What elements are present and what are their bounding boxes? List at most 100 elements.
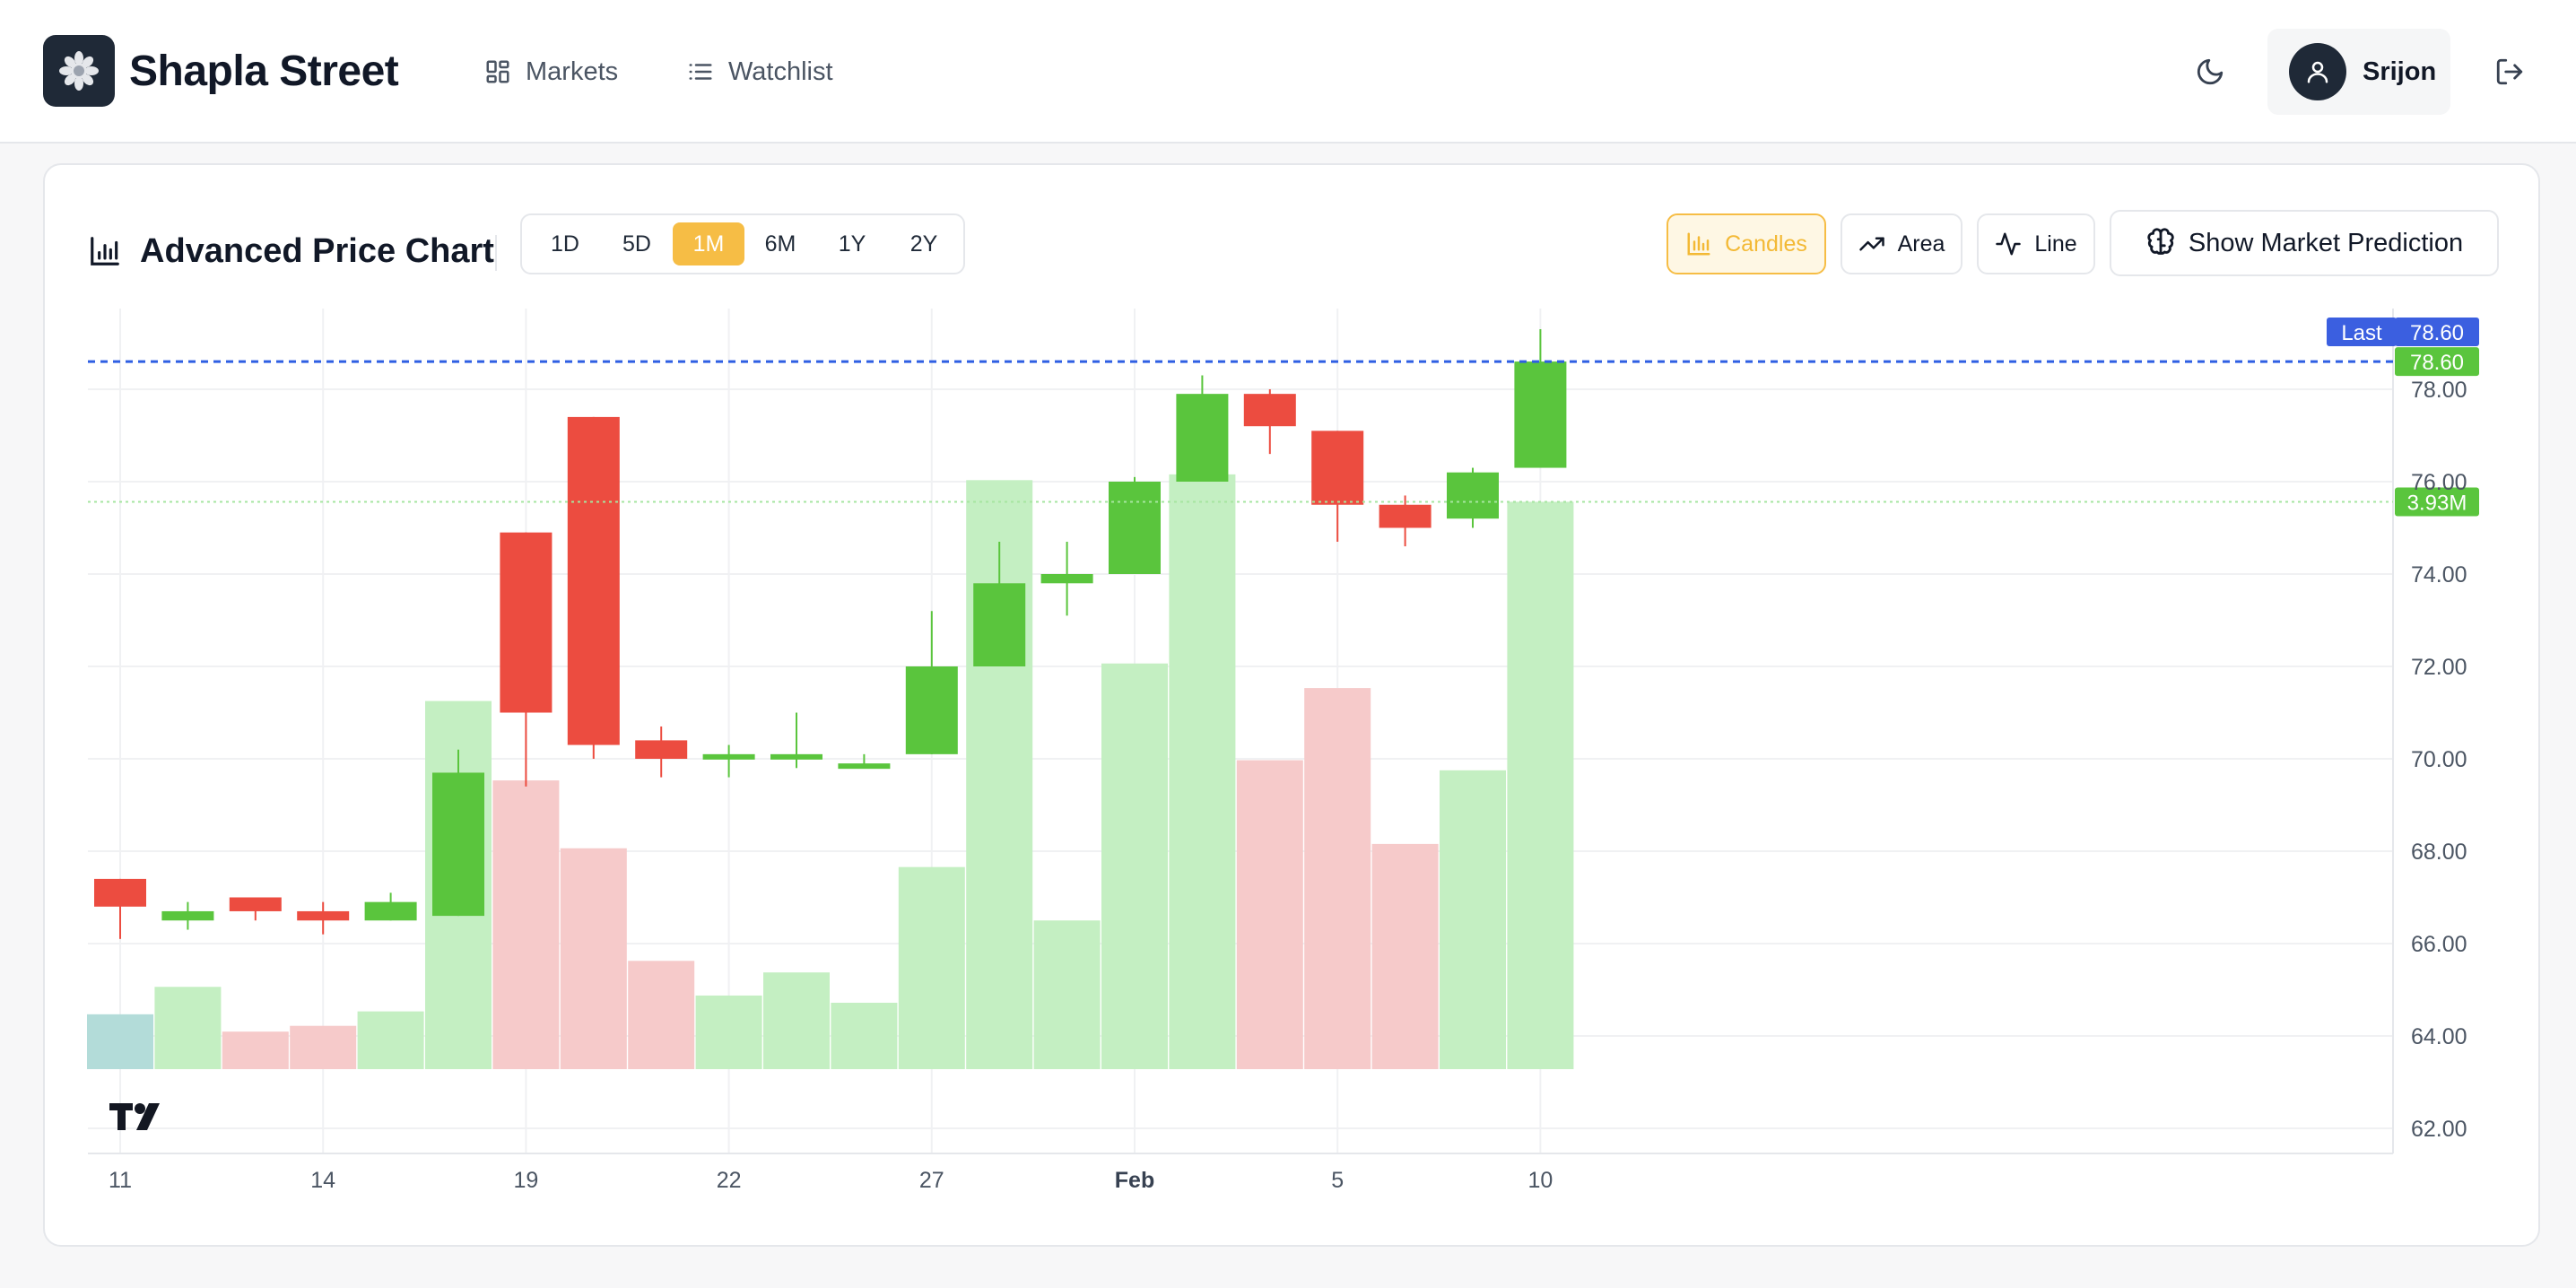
candle-body xyxy=(1514,361,1567,468)
area-label: Area xyxy=(1897,231,1945,257)
candle-body xyxy=(1447,472,1499,519)
brand-name[interactable]: Shapla Street xyxy=(129,48,399,95)
nav-watchlist-label: Watchlist xyxy=(728,57,833,86)
candle-body xyxy=(567,416,620,745)
current-price-badge xyxy=(2395,347,2479,377)
candle-body xyxy=(364,901,417,921)
time-range-selector: 1D 5D 1M 6M 1Y 2Y xyxy=(520,213,965,274)
volume-bar xyxy=(1101,663,1168,1069)
range-2y-button[interactable]: 2Y xyxy=(909,231,938,257)
app-header: Shapla Street Markets Watchlist Srijon xyxy=(0,0,2576,144)
candles-label: Candles xyxy=(1725,231,1807,257)
last-price-badge xyxy=(2395,318,2479,346)
chart-card: Last 78.60 78.60 3.93M 62.00 64.00 66.00 68.00… xyxy=(43,163,2540,1247)
user-name: Srijon xyxy=(2363,57,2437,86)
last-price-badge-text: 78.60 xyxy=(2410,321,2464,345)
range-1d-button[interactable]: 1D xyxy=(551,231,579,257)
range-1m-button[interactable]: 1M xyxy=(673,222,744,265)
brain-icon xyxy=(2147,228,2174,255)
y-tick-label: 62.00 xyxy=(2411,1117,2467,1142)
candle-body xyxy=(770,753,822,760)
candle-body xyxy=(838,763,891,770)
theme-toggle-button[interactable] xyxy=(2189,50,2232,93)
line-button[interactable]: Line xyxy=(1977,213,2095,274)
candles-button[interactable]: Candles xyxy=(1667,213,1826,274)
y-tick-label: 78.00 xyxy=(2411,378,2467,403)
volume-bar xyxy=(628,961,695,1069)
volume-bar xyxy=(1371,843,1439,1069)
candle-body xyxy=(500,532,553,713)
chart-canvas[interactable]: Last 78.60 78.60 3.93M 62.00 64.00 66.00 68.00… xyxy=(45,165,2542,1249)
show-prediction-label: Show Market Prediction xyxy=(2188,228,2464,257)
range-6m-button[interactable]: 6M xyxy=(764,231,796,257)
user-menu-button[interactable]: Srijon xyxy=(2267,29,2450,115)
y-tick-label: 70.00 xyxy=(2411,747,2467,772)
y-tick-label: 64.00 xyxy=(2411,1024,2467,1049)
card-header: Advanced Price Chart xyxy=(88,222,494,280)
price-chart[interactable]: Last 78.60 78.60 3.93M 62.00 64.00 66.00 68.00… xyxy=(45,165,2542,1249)
y-tick-label: 76.00 xyxy=(2411,470,2467,495)
x-tick-label: 27 xyxy=(919,1168,944,1193)
candle-body xyxy=(905,666,958,754)
candle-body xyxy=(161,910,214,921)
nav-markets[interactable]: Markets xyxy=(484,50,618,93)
candle-body xyxy=(1109,482,1161,574)
tradingview-logo-icon[interactable] xyxy=(109,1101,167,1136)
current-price-badge-text: 78.60 xyxy=(2410,351,2464,375)
volume-bar xyxy=(1440,770,1506,1069)
candle-body xyxy=(432,772,484,917)
candle-body xyxy=(702,753,755,760)
volume-bar xyxy=(1033,920,1101,1069)
activity-icon xyxy=(1996,232,2022,256)
nav-markets-label: Markets xyxy=(526,57,619,86)
grid-icon xyxy=(486,60,509,83)
area-button[interactable]: Area xyxy=(1841,213,1962,274)
logo-icon[interactable] xyxy=(43,35,115,107)
volume-bar xyxy=(290,1025,357,1069)
volume-bar xyxy=(154,987,222,1069)
x-tick-label: Feb xyxy=(1115,1168,1154,1193)
volume-badge xyxy=(2395,487,2479,517)
candle-body xyxy=(973,583,1026,666)
candle-body xyxy=(635,740,688,759)
volume-bar xyxy=(831,1002,898,1069)
user-icon xyxy=(2307,61,2328,83)
y-tick-label: 68.00 xyxy=(2411,840,2467,865)
candle-body xyxy=(1176,394,1229,482)
volume-bar xyxy=(492,780,560,1069)
range-1y-button[interactable]: 1Y xyxy=(838,231,866,257)
volume-bar xyxy=(222,1031,289,1069)
volume-bar xyxy=(1304,688,1371,1069)
candle-body xyxy=(1243,394,1296,427)
candle-body xyxy=(297,910,350,921)
last-label-badge xyxy=(2327,318,2397,346)
bar-chart-icon xyxy=(91,237,119,265)
logout-icon xyxy=(2496,58,2523,85)
volume-bar xyxy=(898,866,965,1069)
y-tick-label: 72.00 xyxy=(2411,655,2467,680)
volume-bar xyxy=(1236,760,1303,1069)
candle-body xyxy=(1311,431,1364,505)
candles-icon xyxy=(1687,232,1710,256)
divider xyxy=(495,235,497,271)
y-tick-label: 66.00 xyxy=(2411,932,2467,957)
x-tick-label: 19 xyxy=(513,1168,538,1193)
volume-bar xyxy=(560,848,627,1069)
card-title: Advanced Price Chart xyxy=(140,231,494,270)
y-tick-label: 74.00 xyxy=(2411,562,2467,587)
line-label: Line xyxy=(2034,231,2077,257)
nav-watchlist[interactable]: Watchlist xyxy=(687,50,833,93)
list-icon xyxy=(689,64,712,80)
candle-body xyxy=(1040,574,1093,584)
volume-bar xyxy=(357,1011,424,1069)
volume-bar xyxy=(87,1014,153,1069)
candle-body xyxy=(94,878,146,907)
last-label-text: Last xyxy=(2341,321,2382,345)
x-tick-label: 14 xyxy=(310,1168,335,1193)
show-prediction-button[interactable]: Show Market Prediction xyxy=(2110,210,2499,276)
range-5d-button[interactable]: 5D xyxy=(622,231,651,257)
x-tick-label: 22 xyxy=(717,1168,742,1193)
logout-button[interactable] xyxy=(2488,50,2531,93)
avatar xyxy=(2289,43,2346,100)
x-tick-label: 5 xyxy=(1331,1168,1344,1193)
